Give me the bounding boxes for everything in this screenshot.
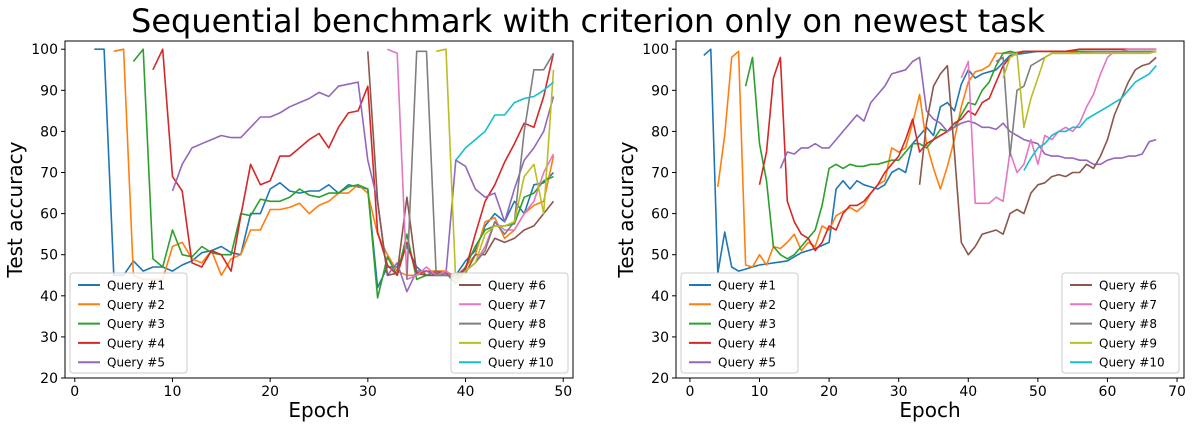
legend-left: Query #1 Query #2 Query #3 Query #4 Query #5 <box>69 272 188 374</box>
series-line-3 <box>132 48 554 299</box>
legend-label: Query #1 <box>107 279 165 293</box>
y-axis-label: Test accuracy <box>3 141 27 278</box>
x-tick-label: 40 <box>457 384 475 400</box>
legend-label: Query #4 <box>718 336 776 350</box>
y-tick-label: 60 <box>651 207 669 223</box>
series-line-6 <box>918 56 1157 256</box>
x-axis-label: Epoch <box>899 398 960 422</box>
series-line-4 <box>152 48 555 277</box>
x-tick-label: 10 <box>164 384 182 400</box>
y-tick-label: 20 <box>40 371 58 387</box>
x-tick-label: 20 <box>261 384 279 400</box>
y-tick-label: 30 <box>40 330 58 346</box>
y-tick-label: 70 <box>651 166 669 182</box>
legend-left: Query #1 Query #2 Query #3 Query #4 Query #5 <box>680 272 799 374</box>
legend-label: Query #6 <box>1099 279 1157 293</box>
legend-label: Query #10 <box>488 356 554 370</box>
series-lines <box>94 48 555 299</box>
legend-label: Query #4 <box>107 336 165 350</box>
legend-label: Query #9 <box>488 336 546 350</box>
legend-label: Query #1 <box>718 279 776 293</box>
legend-box <box>1061 272 1180 374</box>
x-tick-label: 0 <box>70 384 79 400</box>
series-line-7 <box>960 48 1157 205</box>
series-line-10 <box>1023 65 1157 171</box>
y-tick-label: 30 <box>651 330 669 346</box>
y-tick-label: 50 <box>651 248 669 264</box>
series-line-5 <box>171 81 555 293</box>
x-tick-label: 50 <box>554 384 572 400</box>
right-chart-panel: 0 10 20 30 40 50 60 70 20 30 40 50 60 70 80 90 100 Epoch T… <box>614 40 1186 422</box>
y-tick-label: 80 <box>40 124 58 140</box>
legend-label: Query #10 <box>1099 356 1165 370</box>
legend-label: Query #6 <box>488 279 546 293</box>
y-tick-label: 100 <box>31 42 58 58</box>
legend-label: Query #7 <box>488 298 546 312</box>
y-tick-label: 100 <box>642 42 669 58</box>
series-line-10 <box>455 81 555 161</box>
series-line-4 <box>758 48 1157 252</box>
y-tick-label: 20 <box>651 371 669 387</box>
legend-label: Query #5 <box>718 356 776 370</box>
x-axis-label: Epoch <box>288 398 349 422</box>
x-tick-label: 0 <box>685 384 694 400</box>
y-tick-label: 90 <box>40 83 58 99</box>
y-tick-label: 70 <box>40 166 58 182</box>
legend-right: Query #6 Query #7 Query #8 Query #9 Query #1… <box>450 272 569 374</box>
plot-frame <box>64 40 574 379</box>
x-tick-label: 30 <box>359 384 377 400</box>
left-chart-panel: 0 10 20 30 40 50 20 30 40 50 60 70 80 90 100 Epoch Test … <box>3 40 574 422</box>
x-tick-label: 20 <box>820 384 838 400</box>
y-tick-label: 40 <box>651 289 669 305</box>
legend-label: Query #3 <box>107 317 165 331</box>
legend-label: Query #2 <box>718 298 776 312</box>
y-tick-label: 50 <box>40 248 58 264</box>
legend-label: Query #2 <box>107 298 165 312</box>
series-line-9 <box>436 48 555 285</box>
legend-label: Query #8 <box>1099 317 1157 331</box>
y-axis-label: Test accuracy <box>614 141 638 278</box>
series-lines <box>703 48 1157 275</box>
y-tick-label: 40 <box>40 289 58 305</box>
legend-label: Query #9 <box>1099 336 1157 350</box>
legend-right: Query #6 Query #7 Query #8 Query #9 Query #1… <box>1061 272 1180 374</box>
x-tick-label: 10 <box>751 384 769 400</box>
series-line-9 <box>1002 50 1157 129</box>
legend-box <box>69 272 188 374</box>
x-tick-label: 50 <box>1029 384 1047 400</box>
legend-label: Query #7 <box>1099 298 1157 312</box>
series-line-8 <box>406 50 555 280</box>
x-tick-label: 70 <box>1168 384 1186 400</box>
legend-label: Query #3 <box>718 317 776 331</box>
series-line-8 <box>995 50 1157 157</box>
y-tick-label: 90 <box>651 83 669 99</box>
x-tick-label: 30 <box>890 384 908 400</box>
legend-box <box>680 272 799 374</box>
series-line-5 <box>779 56 1157 169</box>
legend-box <box>450 272 569 374</box>
y-tick-label: 80 <box>651 124 669 140</box>
x-tick-label: 60 <box>1099 384 1117 400</box>
y-tick-label: 60 <box>40 207 58 223</box>
plot-frame <box>675 40 1185 379</box>
figure-title: Sequential benchmark with criterion only… <box>131 2 1045 40</box>
legend-label: Query #8 <box>488 317 546 331</box>
x-tick-label: 40 <box>959 384 977 400</box>
legend-label: Query #5 <box>107 356 165 370</box>
